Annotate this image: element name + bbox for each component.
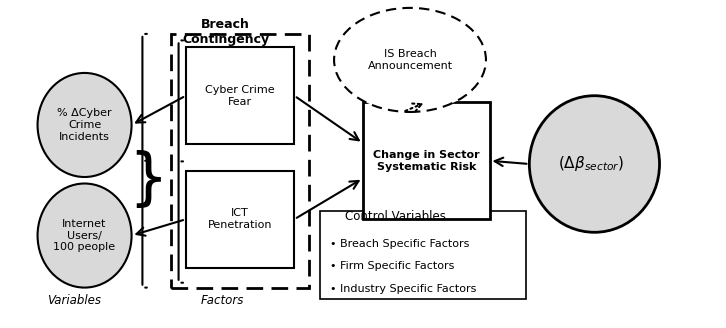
Text: • Industry Specific Factors: • Industry Specific Factors xyxy=(330,284,477,294)
Text: Change in Sector
Systematic Risk: Change in Sector Systematic Risk xyxy=(373,150,480,172)
Text: Factors: Factors xyxy=(200,294,244,307)
Text: Internet
Users/
100 people: Internet Users/ 100 people xyxy=(54,219,115,252)
Text: ICT
Penetration: ICT Penetration xyxy=(208,209,272,230)
Ellipse shape xyxy=(334,8,486,112)
Text: ($\Delta\beta_{sector}$): ($\Delta\beta_{sector}$) xyxy=(558,154,624,174)
FancyBboxPatch shape xyxy=(186,47,294,145)
Text: IS Breach
Announcement: IS Breach Announcement xyxy=(367,49,452,71)
FancyBboxPatch shape xyxy=(319,211,526,299)
Text: Control Variables: Control Variables xyxy=(345,210,446,222)
FancyBboxPatch shape xyxy=(186,171,294,268)
FancyBboxPatch shape xyxy=(363,102,489,219)
Ellipse shape xyxy=(38,73,131,177)
Text: • Breach Specific Factors: • Breach Specific Factors xyxy=(330,239,470,249)
Text: % ΔCyber
Crime
Incidents: % ΔCyber Crime Incidents xyxy=(57,108,112,142)
Text: • Firm Specific Factors: • Firm Specific Factors xyxy=(330,261,454,272)
Ellipse shape xyxy=(529,96,659,232)
Text: Cyber Crime
Fear: Cyber Crime Fear xyxy=(205,85,275,107)
Text: Breach
Contingency: Breach Contingency xyxy=(182,18,269,46)
Ellipse shape xyxy=(38,183,131,288)
Text: }: } xyxy=(128,150,168,210)
Text: Variables: Variables xyxy=(46,294,101,307)
